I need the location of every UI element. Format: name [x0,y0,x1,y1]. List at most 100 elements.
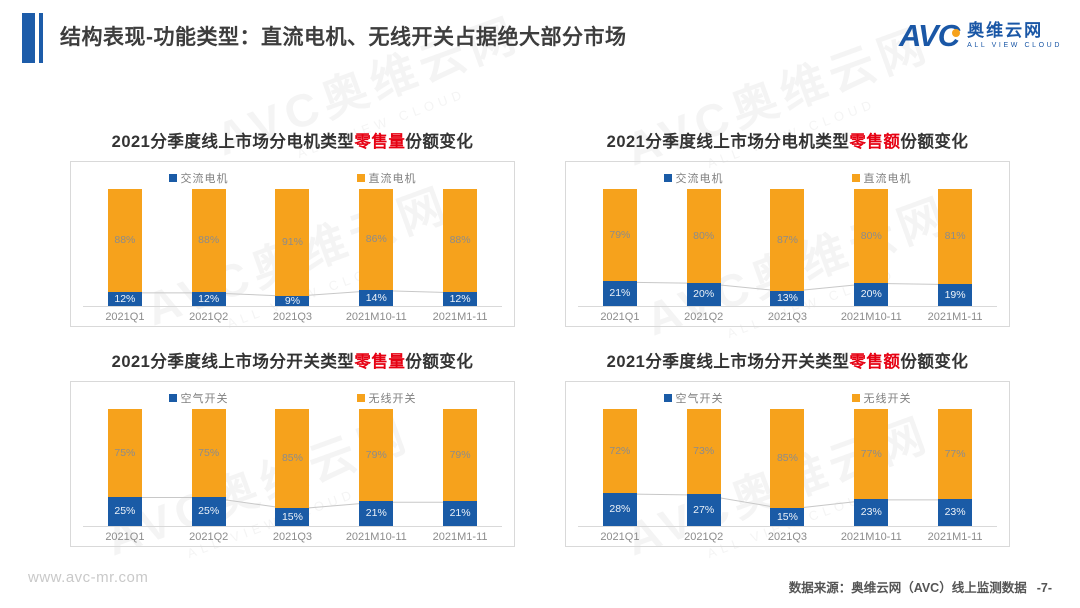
bar-column: 77% 23% [829,409,913,526]
bar-segment-blue: 20% [854,282,889,306]
x-axis-label: 2021Q2 [189,531,229,543]
bar-column: 87% 13% [746,189,830,306]
chart-motor-volume: 2021分季度线上市场分电机类型零售量份额变化 交流电机 直流电机 88% 12% 8… [70,128,515,327]
bar-segment-orange: 86% [359,189,394,290]
x-axis-label: 2021M1-11 [432,311,488,323]
bar-value-label: 13% [776,292,798,305]
bar-value-label: 88% [198,234,220,247]
bar-segment-blue: 15% [770,508,805,526]
x-axis-label: 2021Q2 [684,311,724,323]
bar-segment-blue: 9% [275,295,310,306]
bar-segment-orange: 79% [443,409,478,502]
chart-title-prefix: 2021分季度线上市场分电机类型 [111,133,355,151]
bar-segment-orange: 81% [938,189,973,284]
bar-segment-blue: 25% [191,496,226,526]
legend-item: 无线开关 [356,390,417,406]
chart-legend: 交流电机 直流电机 [578,167,997,189]
bar-value-label: 19% [944,288,966,301]
bar-value-label: 79% [449,448,471,461]
bar-segment-blue: 13% [770,290,805,306]
x-axis-labels: 2021Q1 2021Q2 2021Q3 2021M10-11 2021M1-11 [83,527,502,547]
logo-cn-name: 奥维云网 [967,20,1044,40]
bar-segment-orange: 85% [770,409,805,509]
bar-segment-orange: 77% [854,409,889,500]
legend-swatch-icon [851,174,860,182]
x-axis-label: 2021M10-11 [345,531,407,543]
bar-column: 81% 19% [913,189,997,306]
legend-item: 交流电机 [168,170,229,186]
chart-title-suffix: 份额变化 [900,133,969,151]
bar-value-label: 77% [944,447,966,460]
avc-logo-mark: AVC [898,18,961,53]
legend-label: 无线开关 [863,393,912,405]
bar-column: 75% 25% [167,409,251,526]
chart-switch-value: 2021分季度线上市场分开关类型零售额份额变化 空气开关 无线开关 72% 28% 7… [565,348,1010,547]
bar-column: 80% 20% [662,189,746,306]
chart-title: 2021分季度线上市场分电机类型零售额份额变化 [565,128,1010,152]
bar-column: 72% 28% [578,409,662,526]
legend-label: 无线开关 [368,393,417,405]
chart-title-highlight: 零售额 [849,353,901,371]
x-axis-label: 2021M1-11 [927,531,983,543]
bar-value-label: 27% [693,503,715,516]
bar-value-label: 14% [365,291,387,304]
x-axis-label: 2021Q3 [272,311,313,323]
chart-plot: 79% 21% 80% 20% 87% 13% 80% 20% 81% 19% [578,189,997,307]
bar-value-label: 21% [609,287,631,300]
x-axis-label: 2021M10-11 [345,311,407,323]
bar-columns: 88% 12% 88% 12% 91% 9% 86% 14% 88% 12% [83,189,502,306]
bar-value-label: 88% [114,234,136,247]
bar-value-label: 87% [776,233,798,246]
bar-value-label: 25% [114,505,136,518]
chart-panel: 空气开关 无线开关 75% 25% 75% 25% 85% 15% 79% 21% 79% 21% … [70,381,515,547]
bar-segment-orange: 79% [602,189,637,282]
bar-value-label: 25% [198,505,220,518]
legend-swatch-icon [663,174,672,182]
x-axis-label: 2021Q3 [272,531,313,543]
chart-plot: 88% 12% 88% 12% 91% 9% 86% 14% 88% 12% [83,189,502,307]
bar-value-label: 81% [944,230,966,243]
bar-value-label: 12% [114,292,136,305]
bar-segment-blue: 23% [938,499,973,526]
legend-item: 交流电机 [663,170,724,186]
bar-value-label: 72% [609,444,631,457]
x-axis-label: 2021Q2 [684,531,724,543]
x-axis-labels: 2021Q1 2021Q2 2021Q3 2021M10-11 2021M1-11 [578,307,997,327]
x-axis-labels: 2021Q1 2021Q2 2021Q3 2021M10-11 2021M1-11 [83,307,502,327]
x-axis-label: 2021Q1 [600,531,640,543]
chart-title: 2021分季度线上市场分电机类型零售量份额变化 [70,128,515,152]
bar-segment-orange: 88% [107,189,142,292]
bar-value-label: 23% [944,506,966,519]
legend-label: 交流电机 [180,173,229,185]
bar-value-label: 85% [281,452,303,465]
x-axis-labels: 2021Q1 2021Q2 2021Q3 2021M10-11 2021M1-11 [578,527,997,547]
bar-segment-orange: 88% [443,189,478,292]
bar-segment-blue: 15% [275,508,310,526]
chart-panel: 交流电机 直流电机 79% 21% 80% 20% 87% 13% 80% 20% 81% 19% … [565,161,1010,327]
bar-value-label: 79% [365,448,387,461]
legend-item: 无线开关 [851,390,912,406]
bar-column: 85% 15% [746,409,830,526]
bar-column: 88% 12% [167,189,251,306]
bar-value-label: 20% [860,288,882,301]
bar-value-label: 15% [776,510,798,523]
bar-segment-blue: 21% [359,501,394,526]
bar-value-label: 20% [693,288,715,301]
bar-column: 86% 14% [334,189,418,306]
bar-value-label: 15% [281,510,303,523]
chart-title-prefix: 2021分季度线上市场分电机类型 [606,133,850,151]
x-axis-label: 2021Q3 [767,531,808,543]
title-accent-bar [22,13,35,63]
chart-legend: 空气开关 无线开关 [83,387,502,409]
data-source-text: 数据来源：奥维云网（AVC）线上监测数据 [788,581,1027,595]
bar-segment-blue: 25% [107,496,142,526]
logo-orange-dot-icon [952,29,961,37]
chart-title-suffix: 份额变化 [900,353,969,371]
bar-column: 85% 15% [251,409,335,526]
chart-legend: 空气开关 无线开关 [578,387,997,409]
legend-item: 直流电机 [851,170,912,186]
chart-panel: 交流电机 直流电机 88% 12% 88% 12% 91% 9% 86% 14% 88% 12% 2… [70,161,515,327]
bar-value-label: 23% [860,506,882,519]
bar-columns: 79% 21% 80% 20% 87% 13% 80% 20% 81% 19% [578,189,997,306]
